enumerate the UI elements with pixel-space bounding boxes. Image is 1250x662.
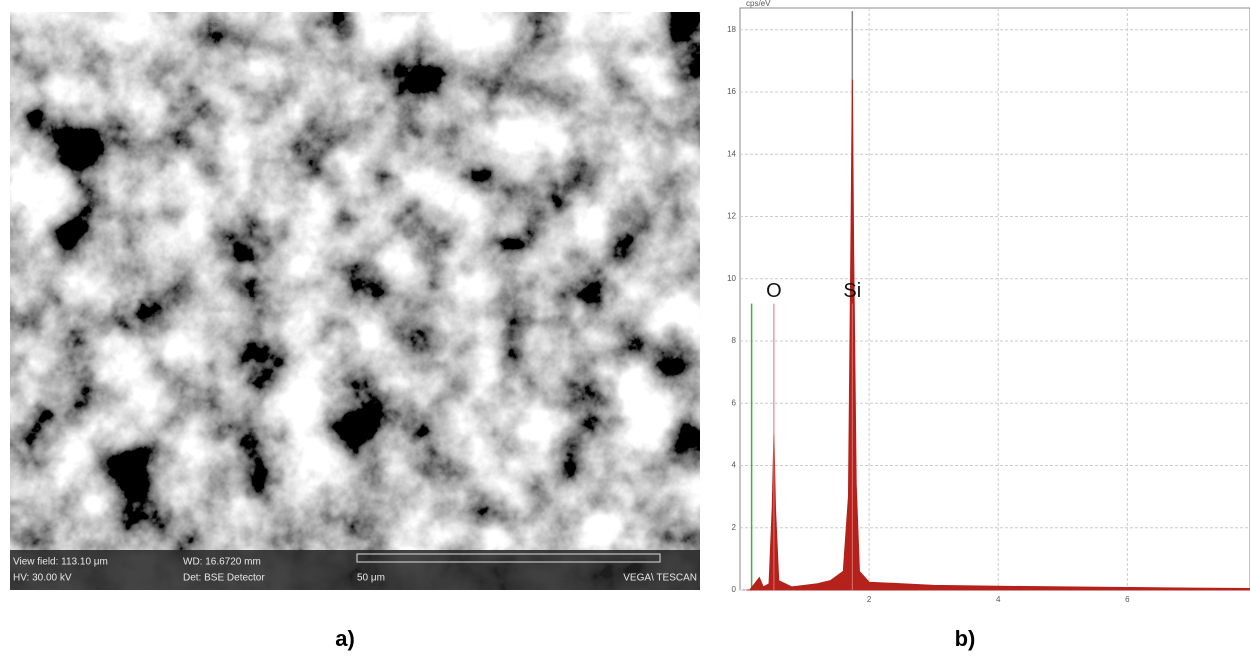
- brand: VEGA\ TESCAN: [623, 573, 697, 584]
- y-tick-label: 14: [727, 149, 736, 158]
- y-tick-label: 18: [727, 25, 736, 34]
- scale-label: 50 μm: [357, 573, 385, 584]
- y-tick-label: 6: [732, 398, 737, 407]
- panel-label: b): [955, 626, 976, 651]
- plot-area: [739, 7, 1250, 591]
- y-tick-label: 2: [732, 523, 737, 532]
- view-field: View field: 113.10 μm: [13, 557, 108, 568]
- sem-image: [10, 12, 700, 590]
- x-tick-label: 2: [867, 595, 872, 604]
- hv: HV: 30.00 kV: [13, 573, 72, 584]
- y-tick-label: 0: [732, 585, 737, 594]
- detector: Det: BSE Detector: [183, 573, 265, 584]
- panel-label: a): [335, 626, 355, 651]
- spectrum-area: [746, 79, 1250, 591]
- annotation: O: [766, 280, 782, 302]
- x-tick-label: 4: [996, 595, 1001, 604]
- annotation: Si: [843, 280, 861, 302]
- y-tick-label: 16: [727, 87, 736, 96]
- scale-bar: [356, 553, 661, 563]
- info-bar: [10, 550, 700, 590]
- y-axis-label: cps/eV: [746, 0, 771, 8]
- x-tick-label: 6: [1125, 595, 1130, 604]
- wd: WD: 16.6720 mm: [183, 557, 261, 568]
- y-tick-label: 12: [727, 212, 736, 221]
- y-tick-label: 10: [727, 274, 736, 283]
- y-tick-label: 4: [732, 461, 737, 470]
- y-tick-label: 8: [732, 336, 737, 345]
